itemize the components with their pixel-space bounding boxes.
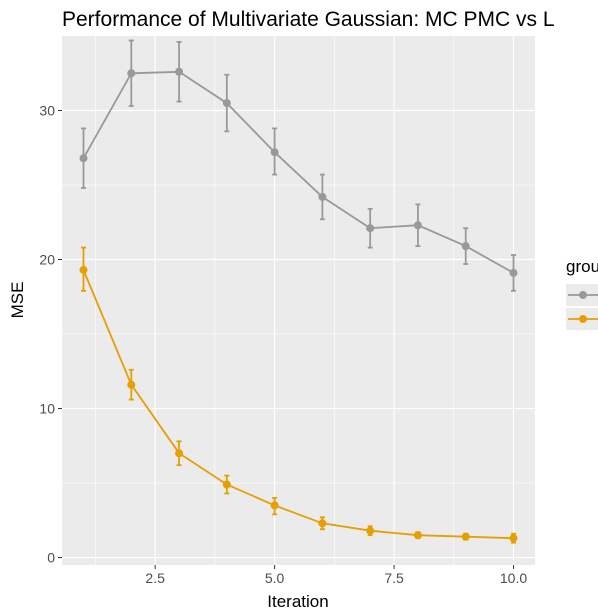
series-line (82, 70, 514, 274)
x-tick-label: 7.5 (384, 570, 404, 586)
x-tick-label: 2.5 (145, 570, 165, 586)
data-point (127, 380, 136, 389)
y-tick-label: 30 (39, 103, 55, 119)
y-axis: 0 10 20 30 (39, 103, 62, 566)
data-point (509, 534, 518, 543)
x-axis-title: Iteration (267, 592, 328, 611)
data-point (318, 519, 327, 528)
data-point (318, 192, 327, 201)
data-point (509, 268, 518, 277)
legend-key-point (579, 315, 587, 323)
data-point (79, 265, 88, 274)
y-axis-title: MSE (8, 282, 27, 319)
legend: grou (566, 257, 598, 330)
data-point (222, 99, 231, 108)
data-point (127, 69, 136, 78)
data-point (413, 531, 422, 540)
y-tick-label: 20 (39, 252, 55, 268)
grid (62, 36, 535, 565)
data-point (366, 224, 375, 233)
plot-panel (62, 36, 535, 565)
x-tick-label: 5.0 (265, 570, 285, 586)
data-point (270, 501, 279, 510)
y-tick-label: 10 (39, 401, 55, 417)
chart-title: Performance of Multivariate Gaussian: MC… (62, 8, 555, 31)
series-layer (79, 39, 518, 544)
data-point (175, 67, 184, 76)
y-tick-label: 0 (47, 550, 55, 566)
series-line (82, 269, 514, 540)
data-point (222, 480, 231, 489)
data-point (461, 532, 470, 541)
series-1 (79, 39, 518, 292)
legend-key-point (579, 291, 587, 299)
data-point (366, 526, 375, 535)
data-point (270, 148, 279, 157)
data-point (461, 242, 470, 251)
x-axis: 2.5 5.0 7.5 10.0 (145, 565, 527, 586)
data-point (413, 221, 422, 230)
legend-title: grou (566, 257, 598, 276)
series-2 (79, 246, 518, 544)
data-point (175, 449, 184, 458)
data-point (79, 154, 88, 163)
legend-keys (568, 291, 598, 323)
x-tick-label: 10.0 (500, 570, 527, 586)
